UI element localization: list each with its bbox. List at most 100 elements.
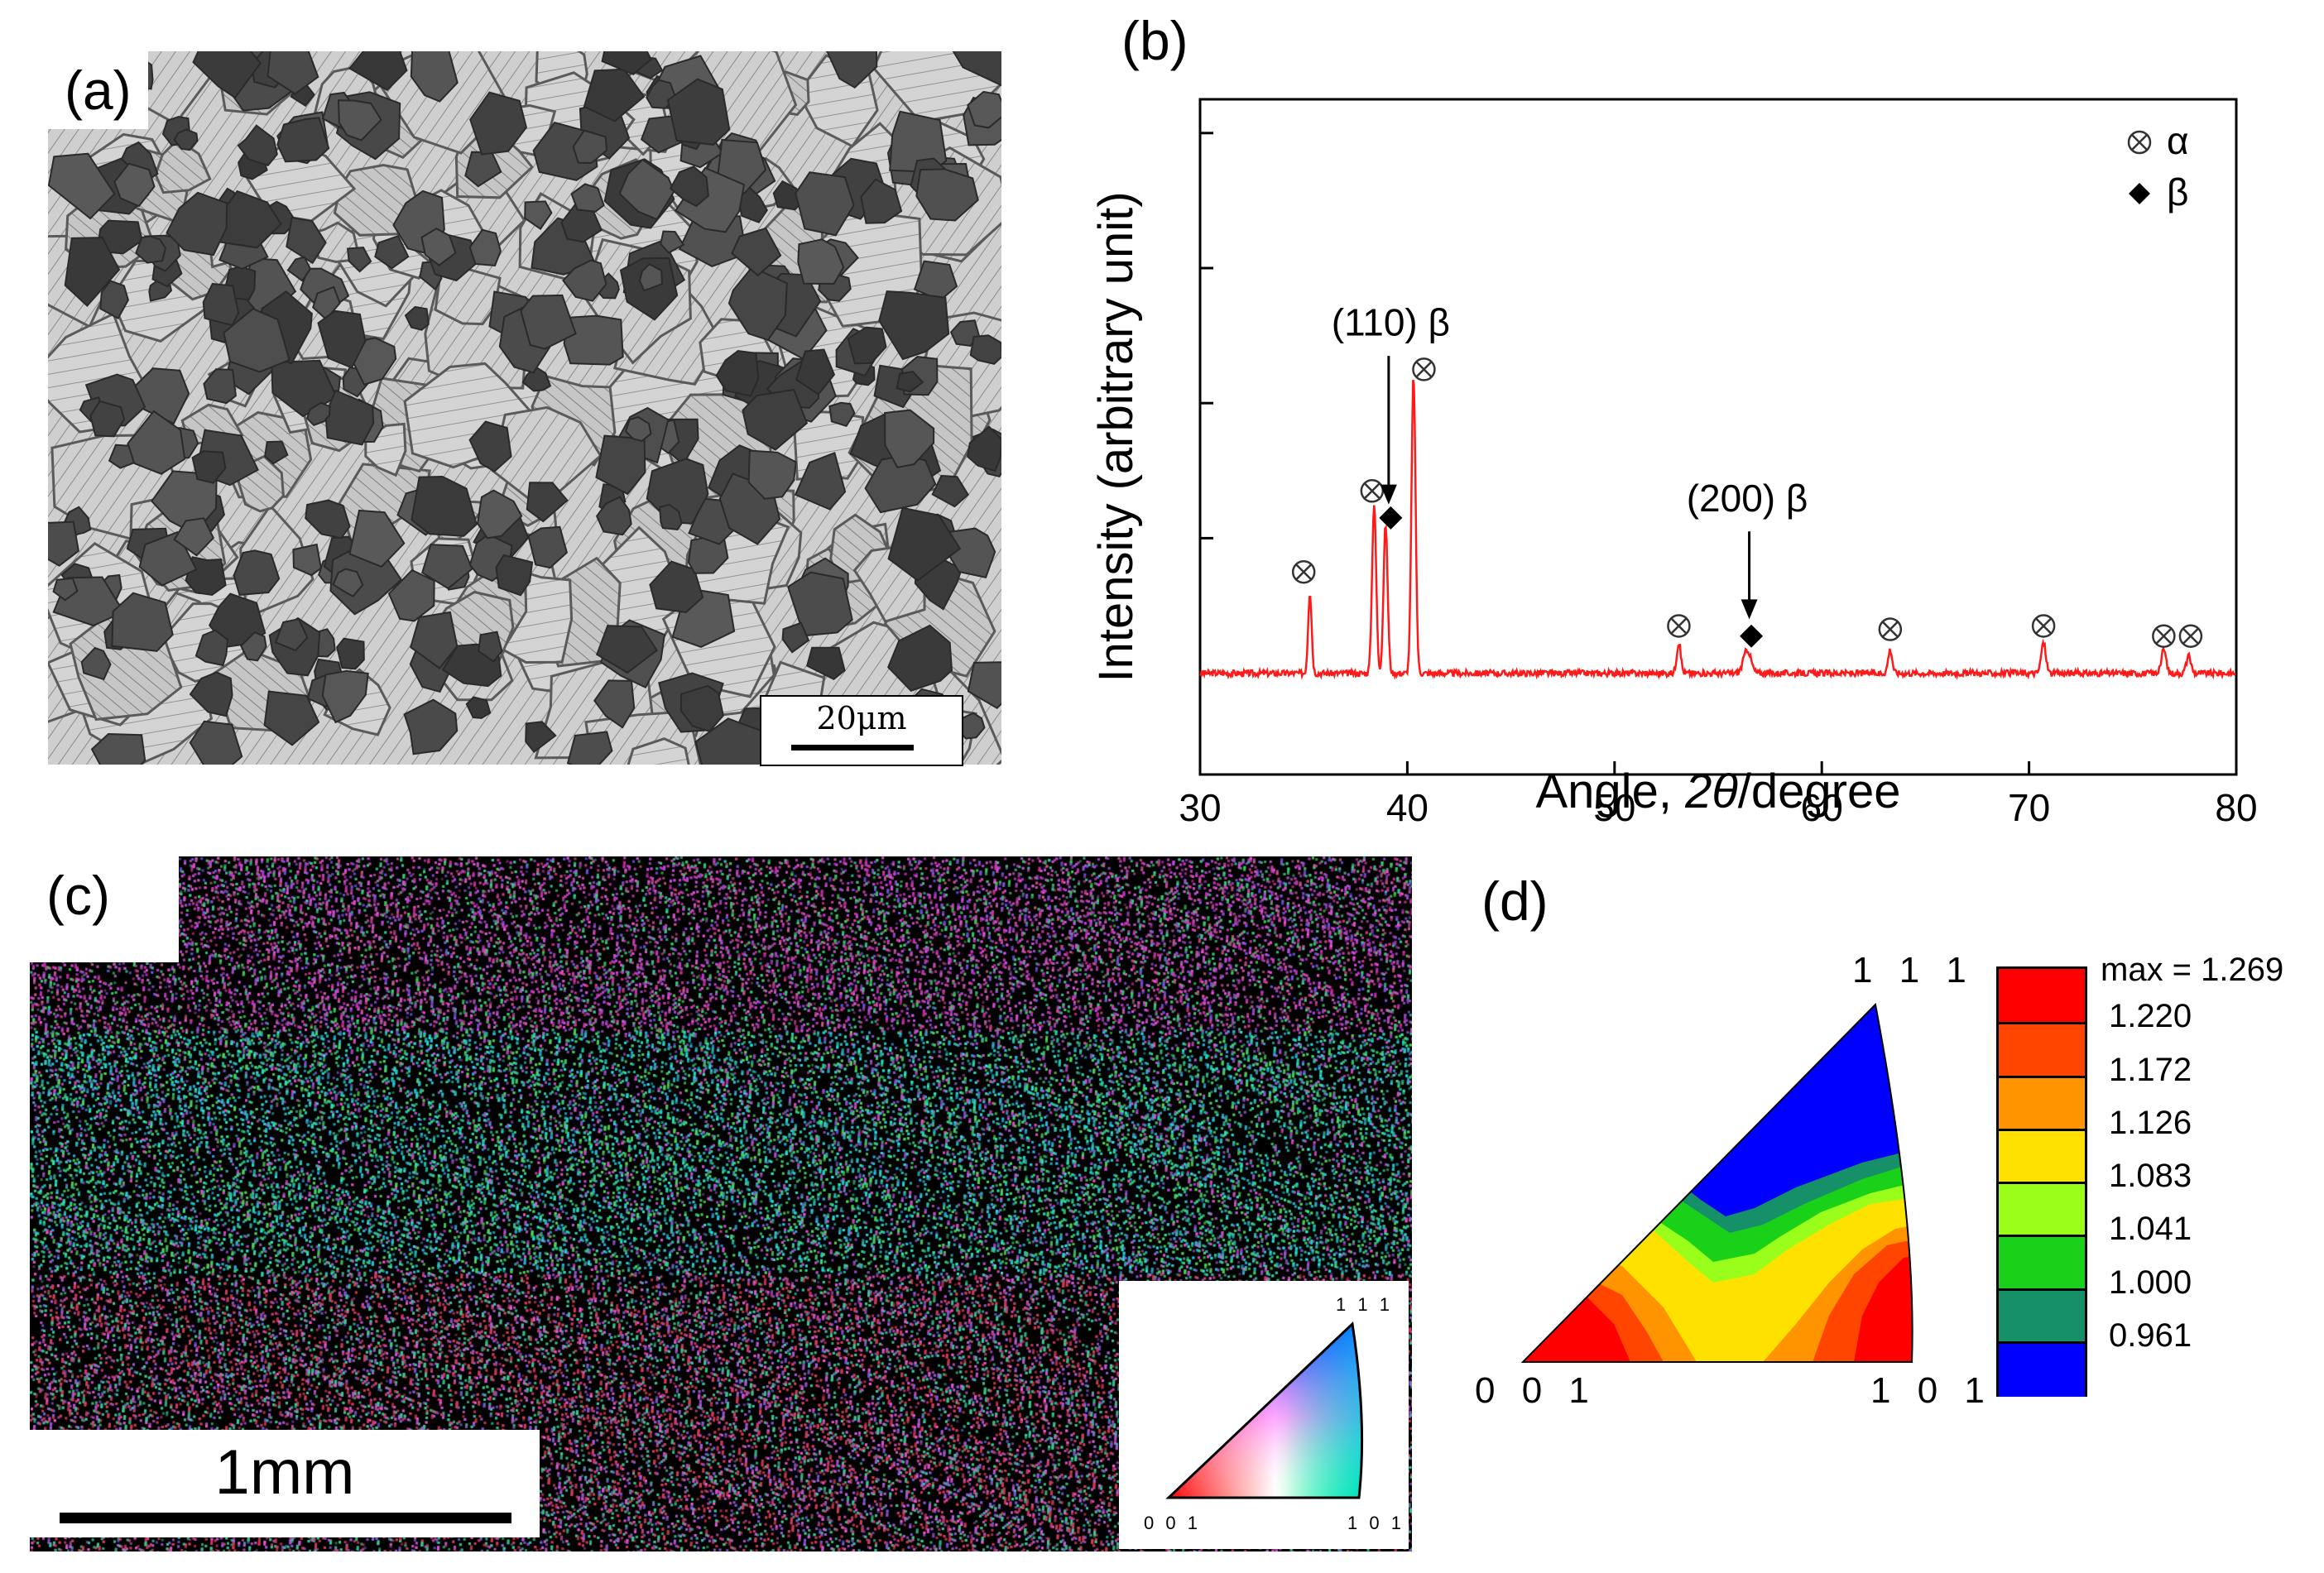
alpha-grain xyxy=(403,698,459,755)
annotation-arrowhead xyxy=(1741,599,1758,620)
alpha-grain xyxy=(601,51,652,75)
legend-beta-symbol xyxy=(2129,183,2150,204)
alpha-marker xyxy=(1360,479,1385,503)
annotation-text: (200) β xyxy=(1687,477,1808,520)
colorbar-max-label: max = 1.269 xyxy=(2101,952,2284,988)
alpha-marker xyxy=(1878,617,1903,641)
alpha-grain xyxy=(495,554,534,597)
alpha-grain xyxy=(348,509,406,568)
alpha-grain xyxy=(896,371,924,393)
alpha-grain xyxy=(828,401,856,427)
alpha-marker xyxy=(2178,624,2203,648)
x-tick-label: 70 xyxy=(2008,786,2050,829)
x-axis-label-prefix: Angle, xyxy=(1535,765,1685,818)
alpha-grain xyxy=(264,440,289,465)
alpha-grain xyxy=(660,230,685,254)
alpha-grain xyxy=(572,129,608,165)
colorbar-level-label: 1.172 xyxy=(2109,1052,2192,1088)
colorbar-level-label: 1.041 xyxy=(2109,1211,2192,1247)
alpha-grain xyxy=(742,388,809,451)
alpha-grain xyxy=(524,200,553,230)
alpha-grain xyxy=(90,732,146,765)
alpha-grain xyxy=(969,334,1001,365)
alpha-grain xyxy=(731,227,782,277)
panel-d-label: (d) xyxy=(1473,869,1557,933)
alpha-grain xyxy=(826,51,878,89)
scale-bar-c-line xyxy=(60,1513,511,1523)
alpha-grain xyxy=(526,482,569,523)
alpha-grain xyxy=(525,721,557,753)
alpha-grain xyxy=(794,451,847,511)
x-tick-label: 80 xyxy=(2215,786,2257,829)
alpha-marker xyxy=(1667,614,1691,638)
alpha-grain xyxy=(337,99,382,141)
alpha-grain xyxy=(52,577,79,602)
colorbar-cell xyxy=(1999,1075,2085,1131)
ipf-label-111: 1 1 1 xyxy=(1852,950,1975,990)
alpha-grain xyxy=(563,314,624,366)
alpha-grain xyxy=(570,183,605,213)
alpha-grain xyxy=(847,326,887,365)
plot-frame xyxy=(1198,98,2238,776)
colorbar-cell xyxy=(1999,1128,2085,1185)
panel-b-label: (b) xyxy=(1113,8,1197,73)
ipf-label-101: 1 0 1 xyxy=(1870,1370,1993,1411)
alpha-marker xyxy=(2031,614,2056,638)
ipf-level-1220 xyxy=(1846,1245,1913,1362)
alpha-grain xyxy=(191,450,227,484)
alpha-grain xyxy=(967,90,1001,129)
alpha-grain xyxy=(80,646,112,681)
alpha-grain xyxy=(239,631,267,662)
alpha-grain xyxy=(949,319,981,347)
alpha-grain xyxy=(276,117,330,163)
alpha-grain xyxy=(348,51,408,92)
alpha-grain xyxy=(421,544,473,590)
alpha-grain xyxy=(410,611,459,669)
alpha-grain xyxy=(173,517,215,557)
alpha-grain xyxy=(468,228,502,267)
xrd-series-line xyxy=(1199,379,2236,680)
x-tick-label: 40 xyxy=(1386,786,1428,829)
alpha-grain xyxy=(795,171,855,237)
legend-entry: α xyxy=(2127,119,2189,162)
colorbar-level-label: 1.220 xyxy=(2109,998,2192,1034)
ipf-color-key: 1 1 1 0 0 1 1 0 1 xyxy=(1119,1281,1409,1549)
x-tick-label: 60 xyxy=(1801,786,1843,829)
alpha-grain xyxy=(410,51,459,103)
scale-bar-c: 1mm xyxy=(30,1430,540,1537)
alpha-grain xyxy=(202,282,240,327)
alpha-grain xyxy=(638,262,664,292)
alpha-grain xyxy=(967,661,1001,710)
alpha-grain xyxy=(659,503,683,530)
colorbar-cell xyxy=(1999,969,2085,1023)
alpha-grain xyxy=(347,247,372,273)
alpha-grain xyxy=(878,290,950,361)
alpha-grain xyxy=(194,629,229,667)
alpha-grain xyxy=(952,51,1001,87)
alpha-grain xyxy=(678,213,747,267)
alpha-grain xyxy=(864,454,937,514)
alpha-grain xyxy=(595,625,659,674)
alpha-grain xyxy=(321,669,369,724)
scale-bar-c-text: 1mm xyxy=(214,1437,355,1508)
alpha-marker xyxy=(2152,624,2176,648)
alpha-grain xyxy=(89,400,126,438)
alpha-grain xyxy=(374,234,410,270)
annotation-text: (110) β xyxy=(1332,301,1450,344)
alpha-grain xyxy=(624,415,652,443)
alpha-grain xyxy=(223,308,290,373)
alpha-grain xyxy=(967,425,1001,472)
x-tick-label: 50 xyxy=(1593,786,1635,829)
ipf-color-key-svg: 1 1 1 0 0 1 1 0 1 xyxy=(1144,1294,1401,1533)
beta-marker xyxy=(1379,506,1403,530)
alpha-grain xyxy=(48,520,79,567)
panel-c-label: (c) xyxy=(30,856,179,962)
alpha-grain xyxy=(263,690,320,746)
alpha-grain xyxy=(931,474,969,508)
alpha-grain xyxy=(99,280,129,320)
alpha-grain xyxy=(96,219,143,255)
alpha-grain xyxy=(583,68,646,122)
ipf-label-001: 0 0 1 xyxy=(1475,1370,1597,1411)
alpha-grain xyxy=(595,434,646,496)
alpha-grain xyxy=(566,731,613,765)
